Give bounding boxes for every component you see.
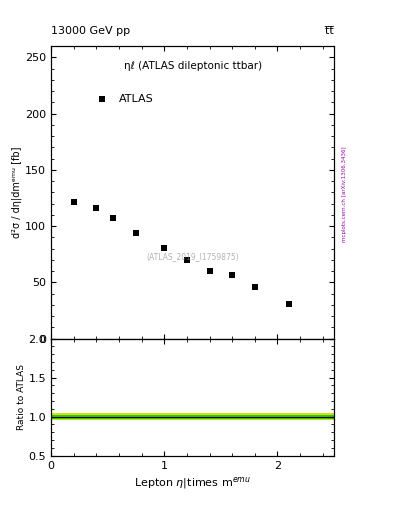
Text: ATLAS: ATLAS	[119, 94, 154, 104]
Text: t̅t̅: t̅t̅	[325, 26, 334, 36]
Text: (ATLAS_2019_I1759875): (ATLAS_2019_I1759875)	[146, 252, 239, 261]
Text: 13000 GeV pp: 13000 GeV pp	[51, 26, 130, 36]
Y-axis label: Ratio to ATLAS: Ratio to ATLAS	[17, 364, 26, 430]
Y-axis label: d²σ / dη|dmᵉᵐᵘ [fb]: d²σ / dη|dmᵉᵐᵘ [fb]	[12, 146, 22, 238]
Text: ηℓ (ATLAS dileptonic ttbar): ηℓ (ATLAS dileptonic ttbar)	[123, 61, 262, 71]
Text: mcplots.cern.ch [arXiv:1306.3436]: mcplots.cern.ch [arXiv:1306.3436]	[342, 147, 347, 242]
X-axis label: Lepton $\mathit{\eta}$|times m$^{emu}$: Lepton $\mathit{\eta}$|times m$^{emu}$	[134, 475, 251, 490]
